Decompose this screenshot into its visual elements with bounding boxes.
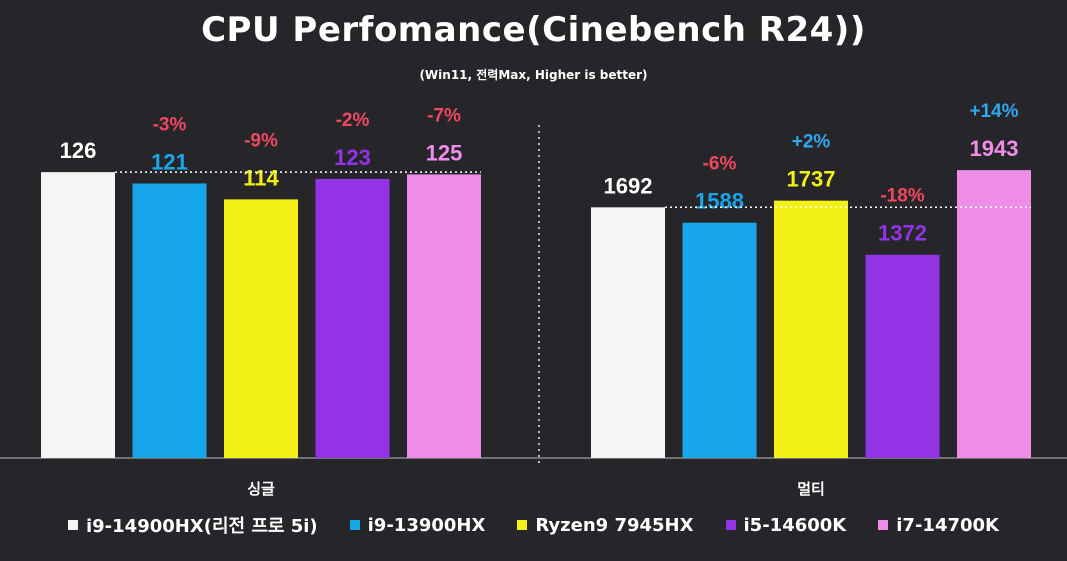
value-label: 114 xyxy=(243,165,279,190)
delta-label: -9% xyxy=(244,130,278,151)
value-label: 1372 xyxy=(878,221,927,246)
group-label: 멀티 xyxy=(797,480,825,498)
bar-multi-5 xyxy=(957,170,1031,458)
chart-title: CPU Perfomance(Cinebench R24)) xyxy=(201,10,866,50)
legend-label: Ryzen9 7945HX xyxy=(535,514,694,536)
chart-legend: i9-14900HX(리전 프로 5i) i9-13900HX Ryzen9 794… xyxy=(0,512,1067,538)
bar-single-2 xyxy=(132,183,207,458)
legend-label: i7-14700K xyxy=(896,514,999,536)
value-label: 121 xyxy=(151,149,188,174)
legend-swatch xyxy=(725,520,736,530)
legend-swatch xyxy=(67,520,78,530)
value-label: 1943 xyxy=(970,136,1019,161)
delta-label: -18% xyxy=(880,186,924,207)
legend-swatch xyxy=(517,520,528,530)
value-label: 1692 xyxy=(604,173,653,198)
group-label: 싱글 xyxy=(247,480,275,498)
bar-single-5 xyxy=(407,174,481,458)
bar-single-4 xyxy=(315,178,390,458)
bar-single-1 xyxy=(41,172,115,458)
value-label: 126 xyxy=(60,138,97,163)
delta-label: -7% xyxy=(427,105,461,126)
bar-multi-1 xyxy=(591,207,665,458)
delta-label: +2% xyxy=(792,132,831,153)
legend-item: i5-14600K xyxy=(725,512,847,538)
value-label: 125 xyxy=(426,140,463,165)
legend-swatch xyxy=(349,520,360,530)
bar-multi-3 xyxy=(774,200,848,458)
delta-label: -3% xyxy=(153,114,187,135)
legend-swatch xyxy=(878,520,889,530)
legend-label: i5-14600K xyxy=(743,514,847,536)
legend-label: i9-14900HX(리전 프로 5i) xyxy=(85,516,318,537)
legend-item: i9-13900HX xyxy=(349,512,486,538)
bar-multi-4 xyxy=(865,254,940,458)
legend-item: i9-14900HX(리전 프로 5i) xyxy=(67,512,318,538)
delta-label: -6% xyxy=(703,154,737,175)
bar-multi-2 xyxy=(682,222,757,458)
value-label: 1588 xyxy=(695,189,744,214)
legend-label: i9-13900HX xyxy=(367,514,486,536)
bar-single-3 xyxy=(224,199,298,459)
delta-label: +14% xyxy=(969,101,1018,122)
legend-item: Ryzen9 7945HX xyxy=(517,512,694,538)
delta-label: -2% xyxy=(336,110,370,131)
value-label: 123 xyxy=(334,145,371,170)
value-label: 1737 xyxy=(787,167,836,192)
legend-item: i7-14700K xyxy=(878,512,999,538)
chart-subtitle: (Win11, 전력Max, Higher is better) xyxy=(419,68,648,82)
